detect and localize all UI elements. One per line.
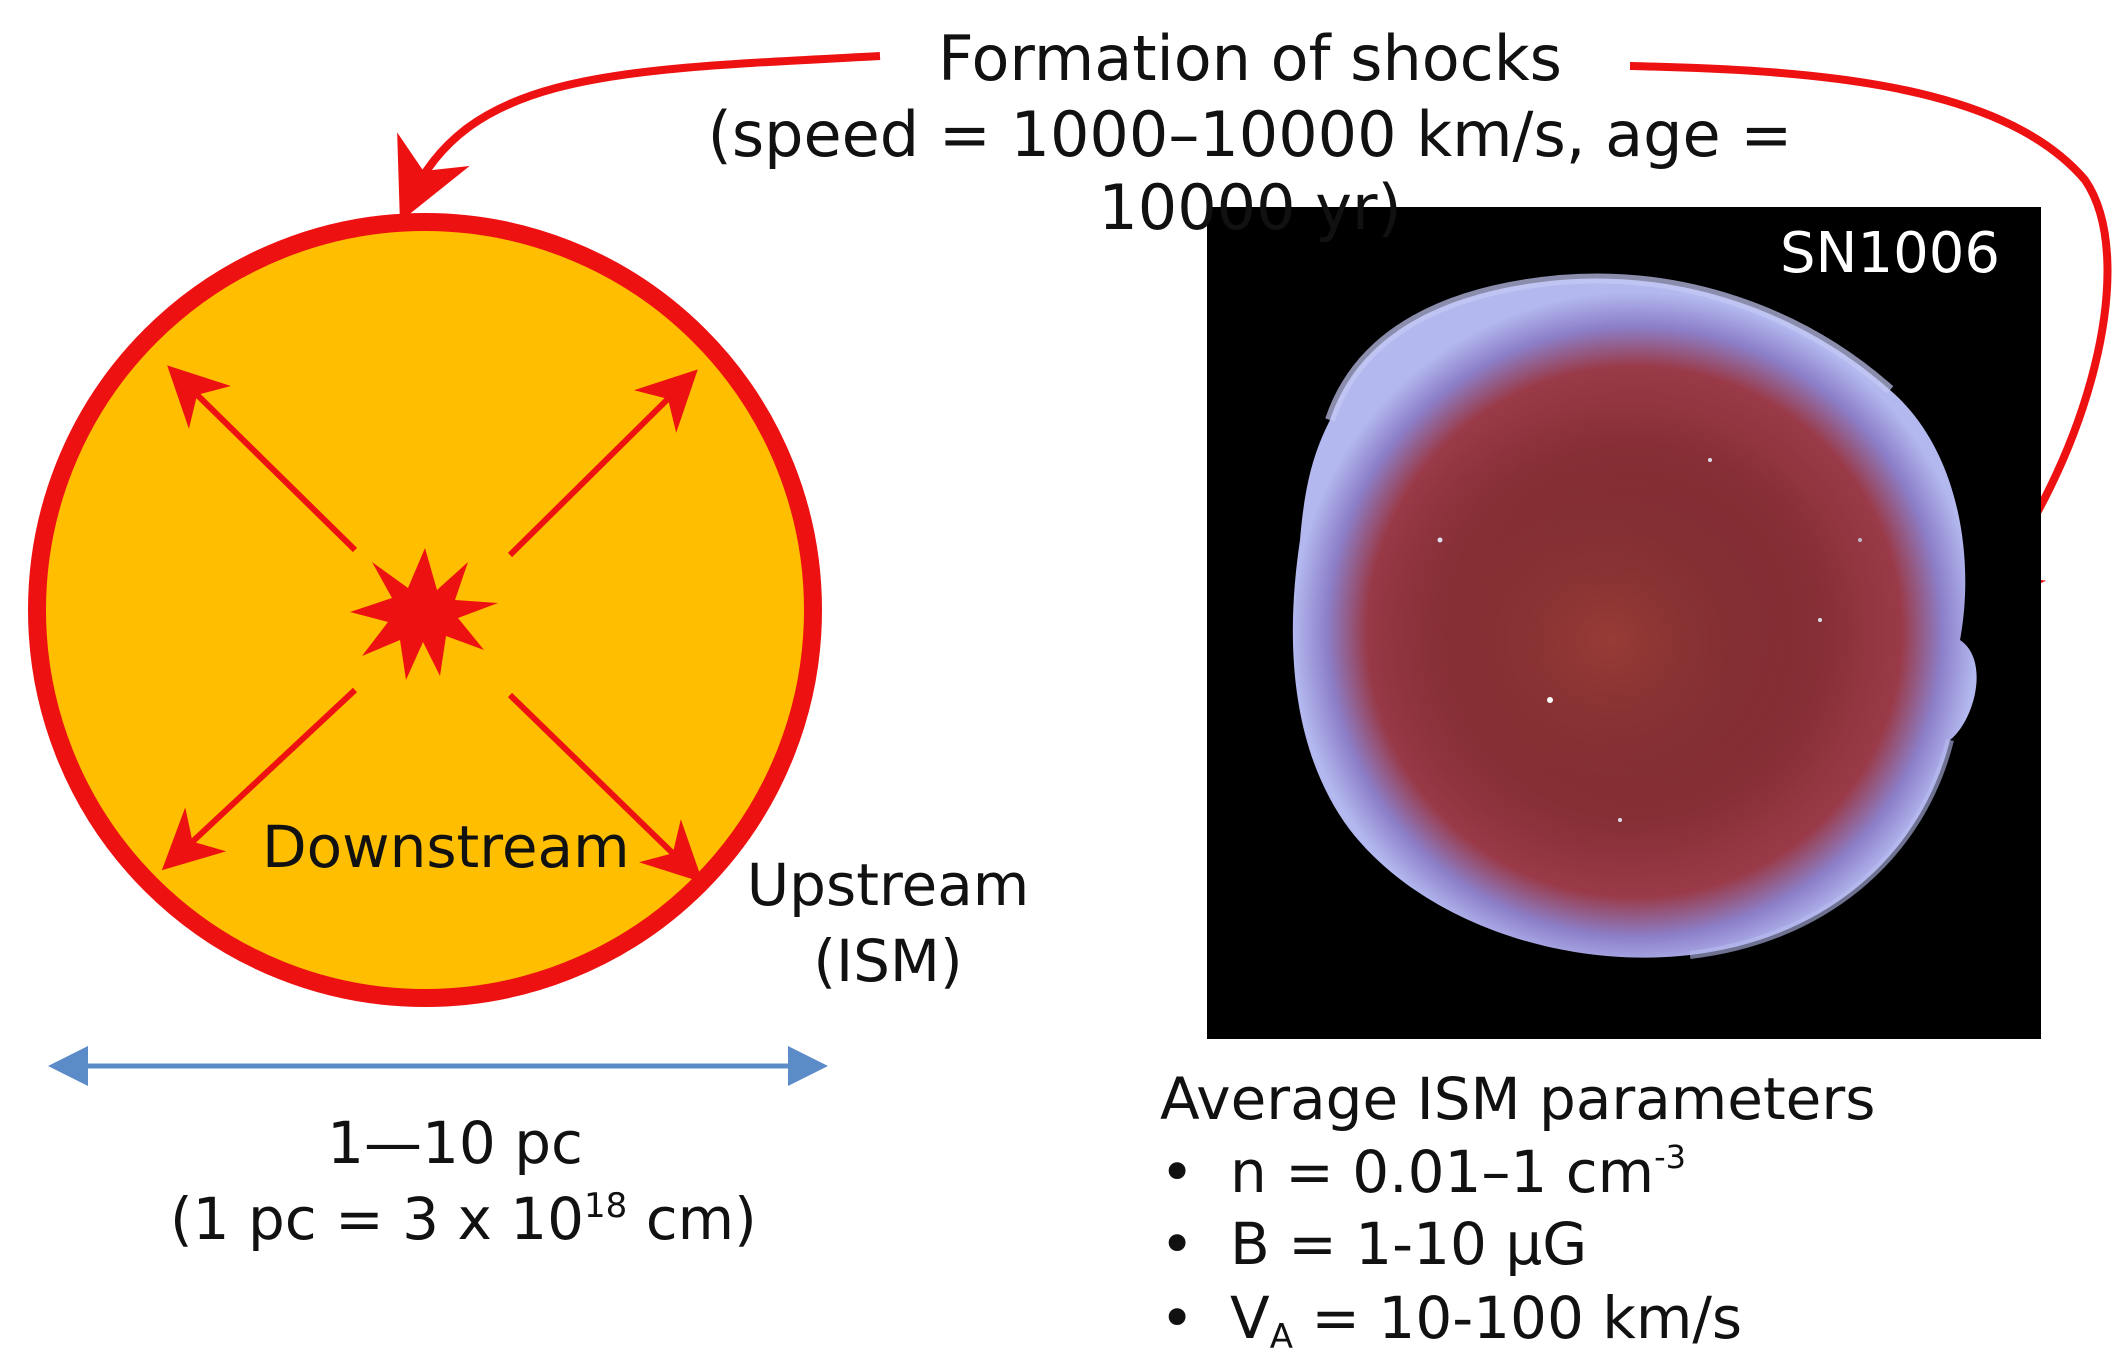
title-line-1: Formation of shocks	[600, 22, 1900, 95]
upstream-ism-label: (ISM)	[813, 927, 963, 995]
scale-conversion-suffix: cm)	[627, 1185, 757, 1253]
ism-param-density: • n = 0.01–1 cm-3	[1160, 1138, 1686, 1206]
density-text: n = 0.01–1 cm	[1230, 1138, 1655, 1206]
bullet-icon: •	[1160, 1284, 1195, 1352]
field-text: B = 1-10 μG	[1230, 1210, 1588, 1278]
expansion-arrow-up-left	[167, 365, 358, 553]
title-text-2: (speed = 1000–10000 km/s, age = 10000 yr…	[707, 98, 1793, 244]
explosion-burst-icon	[350, 548, 498, 680]
sn1006-remnant-image	[1292, 273, 1977, 959]
scale-conversion-label: (1 pc = 3 x 1018 cm)	[170, 1185, 757, 1253]
density-exponent: -3	[1654, 1138, 1687, 1176]
shock-arrow-right	[1629, 62, 2112, 619]
bullet-icon: •	[1160, 1138, 1195, 1206]
alfven-symbol: V	[1230, 1284, 1270, 1352]
scale-label: 1—10 pc	[327, 1109, 583, 1177]
upstream-label: Upstream	[746, 851, 1030, 919]
alfven-text: = 10-100 km/s	[1292, 1284, 1743, 1352]
alfven-subscript: A	[1269, 1317, 1293, 1357]
ism-parameters-heading: Average ISM parameters	[1160, 1065, 1876, 1133]
title-text-1: Formation of shocks	[938, 22, 1562, 95]
bullet-icon: •	[1160, 1210, 1195, 1278]
scale-conversion-prefix: (1 pc = 3 x 10	[170, 1185, 585, 1253]
downstream-label: Downstream	[262, 813, 630, 881]
ism-param-alfven: • VA = 10-100 km/s	[1160, 1284, 1742, 1357]
expansion-arrow-up-right	[507, 369, 698, 558]
shock-arrow-left	[397, 52, 881, 222]
expansion-arrow-down-left	[161, 687, 358, 871]
ism-param-field: • B = 1-10 μG	[1160, 1210, 1587, 1278]
title-line-2: (speed = 1000–10000 km/s, age = 10000 yr…	[600, 98, 1900, 244]
scale-conversion-exponent: 18	[584, 1186, 628, 1226]
sn1006-label: SN1006	[1780, 221, 2000, 286]
expansion-arrow-down-right	[507, 692, 703, 883]
